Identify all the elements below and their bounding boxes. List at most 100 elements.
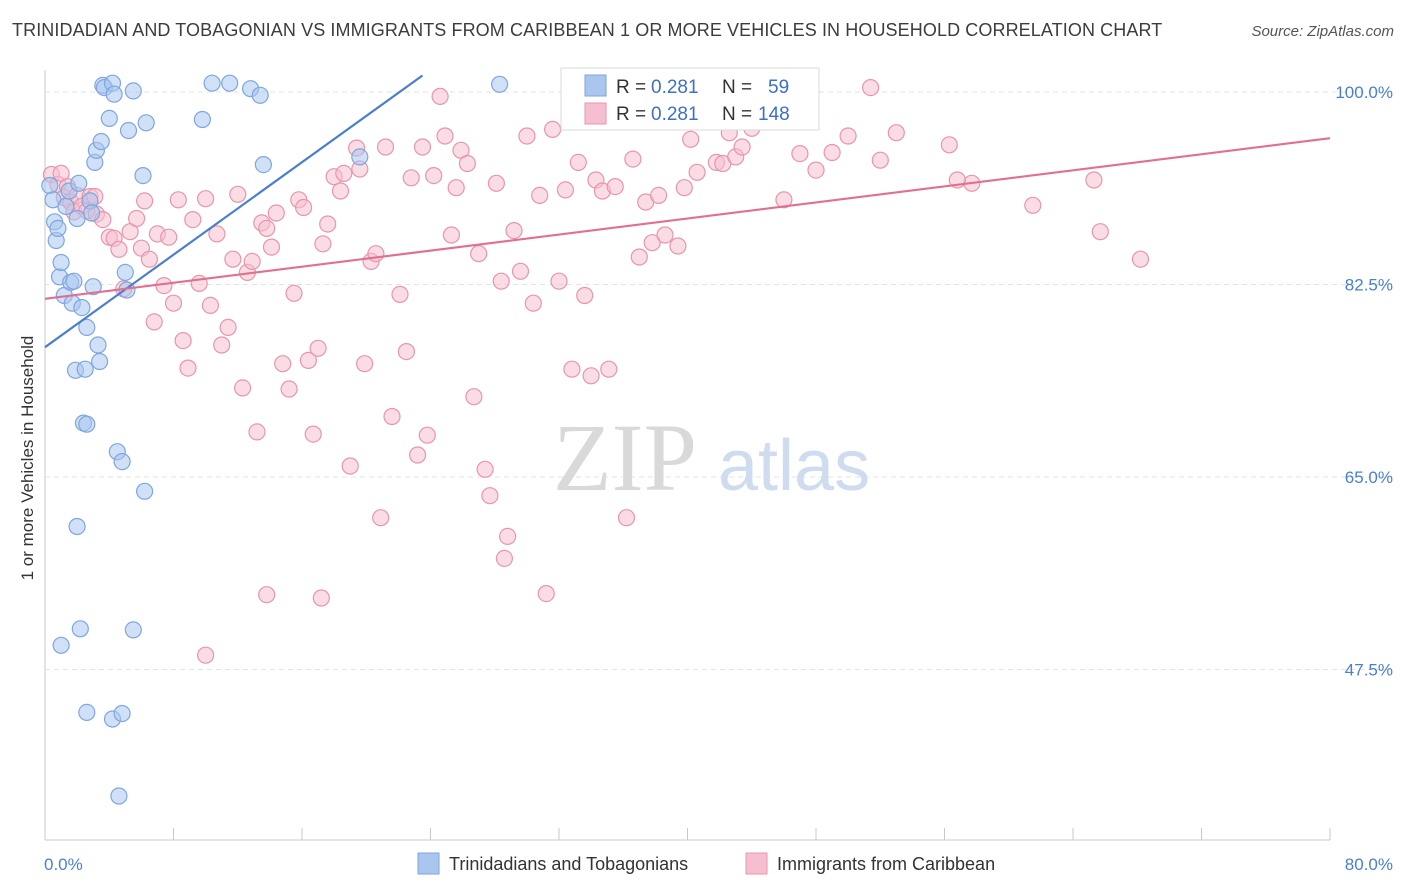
- point-trinidadians-36: [116, 263, 134, 281]
- point-immigrants-147: [887, 124, 905, 142]
- point-immigrants-63: [356, 355, 374, 373]
- point-immigrants-35: [208, 225, 226, 243]
- point-trinidadians-46: [251, 86, 269, 104]
- point-trinidadians-4: [49, 219, 67, 237]
- y-tick-label-3: 47.5%: [1345, 661, 1393, 680]
- point-immigrants-37: [219, 318, 237, 336]
- point-immigrants-97: [556, 181, 575, 199]
- point-immigrants-23: [145, 313, 163, 331]
- point-immigrants-131: [861, 78, 880, 97]
- point-immigrants-111: [643, 234, 661, 252]
- legend-r-value-blue: 0.281: [651, 77, 699, 98]
- point-immigrants-19: [128, 209, 146, 228]
- point-immigrants-87: [492, 272, 510, 290]
- point-trinidadians-26: [89, 336, 107, 354]
- point-immigrants-143: [312, 589, 330, 607]
- point-immigrants-118: [688, 163, 706, 181]
- point-immigrants-38: [224, 250, 242, 268]
- point-trinidadians-48: [351, 148, 369, 166]
- point-immigrants-71: [402, 169, 420, 187]
- point-immigrants-141: [197, 646, 215, 664]
- point-immigrants-96: [550, 272, 568, 290]
- x-tick-label-0: 0.0%: [44, 855, 83, 874]
- legend-r-label-pink: R =: [616, 104, 646, 125]
- point-immigrants-91: [518, 127, 536, 145]
- point-immigrants-45: [258, 219, 276, 237]
- point-trinidadians-50: [68, 517, 86, 536]
- point-immigrants-99: [569, 153, 587, 171]
- point-immigrants-21: [136, 192, 154, 210]
- point-immigrants-88: [499, 527, 517, 546]
- point-trinidadians-52: [71, 620, 89, 638]
- point-immigrants-94: [537, 584, 555, 603]
- point-immigrants-128: [791, 145, 809, 163]
- point-trinidadians-49: [491, 75, 509, 93]
- point-trinidadians-20: [78, 318, 96, 336]
- point-trinidadians-39: [124, 82, 142, 100]
- point-immigrants-140: [775, 191, 793, 209]
- y-tick-label-0: 100.0%: [1335, 83, 1393, 102]
- point-immigrants-16: [110, 240, 128, 258]
- bottom-legend-label-trinidadians: Trinidadians and Tobagonians: [449, 854, 688, 874]
- point-immigrants-95: [543, 120, 562, 138]
- point-immigrants-43: [248, 423, 266, 441]
- y-axis-label: 1 or more Vehicles in Household: [18, 336, 37, 581]
- bottom-legend-swatch-blue: [417, 852, 440, 875]
- point-trinidadians-43: [203, 74, 221, 92]
- point-trinidadians-27: [90, 352, 109, 371]
- point-trinidadians-58: [110, 787, 128, 805]
- point-immigrants-74: [418, 426, 436, 444]
- point-immigrants-31: [184, 211, 202, 229]
- point-immigrants-104: [600, 360, 618, 378]
- point-immigrants-46: [262, 238, 281, 256]
- watermark-atlas: atlas: [718, 426, 870, 506]
- bottom-legend-label-immigrants: Immigrants from Caribbean: [777, 854, 995, 874]
- point-immigrants-69: [391, 285, 409, 303]
- trend-line-trinidadians: [44, 74, 424, 349]
- point-trinidadians-55: [113, 704, 131, 723]
- point-immigrants-68: [383, 407, 401, 426]
- point-immigrants-132: [940, 136, 958, 154]
- point-immigrants-144: [495, 549, 513, 568]
- point-trinidadians-44: [221, 74, 239, 92]
- point-trinidadians-22: [82, 204, 101, 222]
- point-immigrants-83: [470, 245, 488, 263]
- point-immigrants-113: [656, 226, 674, 244]
- point-immigrants-52: [295, 198, 313, 217]
- point-immigrants-101: [582, 367, 600, 385]
- legend-swatch-blue: [584, 74, 607, 97]
- point-immigrants-79: [447, 179, 465, 197]
- point-trinidadians-56: [78, 703, 96, 722]
- point-immigrants-26: [160, 228, 178, 246]
- point-immigrants-42: [243, 252, 261, 270]
- point-trinidadians-12: [65, 272, 83, 290]
- series-immigrants-points: [42, 78, 1150, 664]
- point-immigrants-90: [511, 262, 530, 280]
- trend-line-immigrants: [44, 137, 1331, 300]
- point-immigrants-39: [229, 185, 247, 203]
- series-trinidadians-points: [41, 74, 509, 805]
- point-immigrants-57: [319, 215, 337, 233]
- point-trinidadians-14: [68, 209, 86, 228]
- legend-n-value-blue: 59: [768, 77, 789, 98]
- point-immigrants-33: [197, 190, 215, 208]
- point-immigrants-89: [505, 222, 523, 240]
- point-trinidadians-38: [119, 121, 138, 140]
- point-trinidadians-47: [254, 156, 272, 174]
- point-immigrants-61: [341, 457, 359, 475]
- point-trinidadians-51: [52, 636, 70, 654]
- point-immigrants-116: [675, 179, 693, 197]
- point-immigrants-82: [465, 388, 483, 406]
- point-immigrants-105: [606, 178, 624, 196]
- point-immigrants-56: [314, 235, 332, 253]
- stats-legend: R = 0.281 N = 59 R = 0.281 N = 148: [560, 67, 820, 131]
- point-trinidadians-33: [105, 85, 123, 103]
- point-trinidadians-42: [193, 110, 211, 129]
- point-immigrants-129: [807, 161, 825, 179]
- chart-title: TRINIDADIAN AND TOBAGONIAN VS IMMIGRANTS…: [12, 20, 1163, 40]
- watermark: ZIP atlas: [553, 404, 870, 511]
- point-immigrants-55: [309, 339, 327, 357]
- point-immigrants-137: [1131, 250, 1150, 268]
- trend-lines: [44, 74, 1331, 349]
